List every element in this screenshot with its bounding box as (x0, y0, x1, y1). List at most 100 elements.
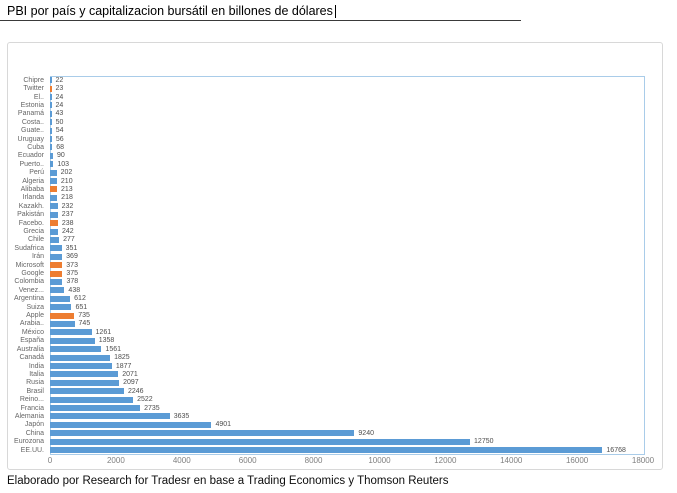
chart-title-input[interactable]: PBI por país y capitalizacion bursátil e… (7, 4, 336, 18)
category-label: Canadá (19, 354, 44, 362)
country-bar (50, 287, 65, 294)
value-label: 50 (55, 118, 64, 126)
x-tick-label: 4000 (172, 456, 191, 465)
company-bar (50, 270, 63, 277)
bar-track: 54 (50, 126, 643, 134)
chart-row: Perú 202 (8, 168, 658, 176)
category-label: El.. (33, 93, 44, 101)
source-caption: Elaborado por Research for Tradesr en ba… (7, 475, 449, 487)
chart-row: Pakistán 237 (8, 211, 658, 219)
country-bar (50, 169, 57, 176)
chart-row: China 9240 (8, 429, 658, 437)
value-label: 56 (55, 135, 64, 143)
chart-container: Chipre 22 Twitter 23 El.. 24 Estonia 24 Panamá 43… (7, 42, 663, 470)
category-label: México (21, 328, 44, 336)
bar-track: 23 (50, 84, 643, 92)
company-bar (50, 312, 75, 319)
chart-row: Microsoft 373 (8, 261, 658, 269)
category-label: Reino... (19, 396, 44, 404)
chart-row: Arabia.. 745 (8, 320, 658, 328)
category-label: Arabia.. (19, 320, 44, 328)
country-bar (50, 371, 119, 378)
bar-track: 22 (50, 76, 643, 84)
bar-track: 24 (50, 101, 643, 109)
x-tick-label: 18000 (631, 456, 655, 465)
chart-row: Panamá 43 (8, 110, 658, 118)
bar-track: 68 (50, 143, 643, 151)
category-label: Guate.. (21, 127, 44, 135)
country-bar (50, 245, 62, 252)
value-label: 90 (56, 152, 65, 160)
value-label: 3635 (173, 412, 190, 420)
bar-rows: Chipre 22 Twitter 23 El.. 24 Estonia 24 Panamá 43… (8, 76, 658, 454)
company-bar (50, 220, 58, 227)
title-field-underline (0, 20, 521, 21)
category-label: Australia (16, 345, 44, 353)
bar-track: 1825 (50, 353, 643, 361)
bar-track: 378 (50, 278, 643, 286)
country-bar (50, 379, 120, 386)
country-bar (50, 405, 141, 412)
bar-track: 210 (50, 177, 643, 185)
chart-row: EE.UU. 16768 (8, 446, 658, 454)
category-label: Eurozona (14, 438, 44, 446)
chart-row: Guate.. 54 (8, 126, 658, 134)
text-cursor (334, 5, 336, 18)
country-bar (50, 161, 54, 168)
bar-track: 90 (50, 152, 643, 160)
country-bar (50, 178, 57, 185)
country-bar (50, 94, 52, 101)
country-bar (50, 421, 212, 428)
chart-row: Estonia 24 (8, 101, 658, 109)
chart-row: Japón 4901 (8, 421, 658, 429)
country-bar (50, 194, 58, 201)
x-tick-label: 6000 (238, 456, 257, 465)
bar-track: 232 (50, 202, 643, 210)
bar-track: 237 (50, 211, 643, 219)
chart-row: Francia 2735 (8, 404, 658, 412)
chart-row: México 1261 (8, 328, 658, 336)
bar-track: 373 (50, 261, 643, 269)
bar-track: 1261 (50, 328, 643, 336)
company-bar (50, 262, 63, 269)
country-bar (50, 388, 124, 395)
bar-track: 238 (50, 219, 643, 227)
category-label: Rusia (26, 379, 44, 387)
country-bar (50, 203, 58, 210)
category-label: España (20, 337, 44, 345)
bar-track: 612 (50, 295, 643, 303)
category-label: Apple (26, 312, 44, 320)
chart-row: Algeria 210 (8, 177, 658, 185)
chart-row: Irlanda 218 (8, 194, 658, 202)
bar-track: 735 (50, 311, 643, 319)
chart-title-text: PBI por país y capitalizacion bursátil e… (7, 4, 333, 18)
x-tick-label: 14000 (500, 456, 523, 465)
category-label: Francia (20, 404, 44, 412)
chart-row: Alibaba 213 (8, 185, 658, 193)
value-label: 2246 (127, 387, 144, 395)
bar-track: 50 (50, 118, 643, 126)
bar-track: 438 (50, 286, 643, 294)
value-label: 16768 (606, 446, 626, 454)
chart-row: Venez... 438 (8, 286, 658, 294)
country-bar (50, 337, 95, 344)
country-bar (50, 363, 112, 370)
category-label: Alemania (14, 412, 44, 420)
value-label: 1561 (105, 345, 121, 353)
bar-track: 43 (50, 110, 643, 118)
chart-row: España 1358 (8, 337, 658, 345)
value-label: 1877 (115, 362, 132, 370)
value-label: 2735 (144, 404, 160, 412)
category-label: Irán (31, 253, 44, 261)
chart-row: Twitter 23 (8, 84, 658, 92)
category-label: Italia (29, 370, 44, 378)
country-bar (50, 253, 63, 260)
country-bar (50, 304, 72, 311)
x-tick-label: 8000 (304, 456, 323, 465)
chart-row: Puerto.. 103 (8, 160, 658, 168)
country-bar (50, 329, 92, 336)
bar-track: 103 (50, 160, 643, 168)
bar-track: 2735 (50, 404, 643, 412)
chart-row: Suiza 651 (8, 303, 658, 311)
value-label: 1825 (114, 354, 130, 362)
